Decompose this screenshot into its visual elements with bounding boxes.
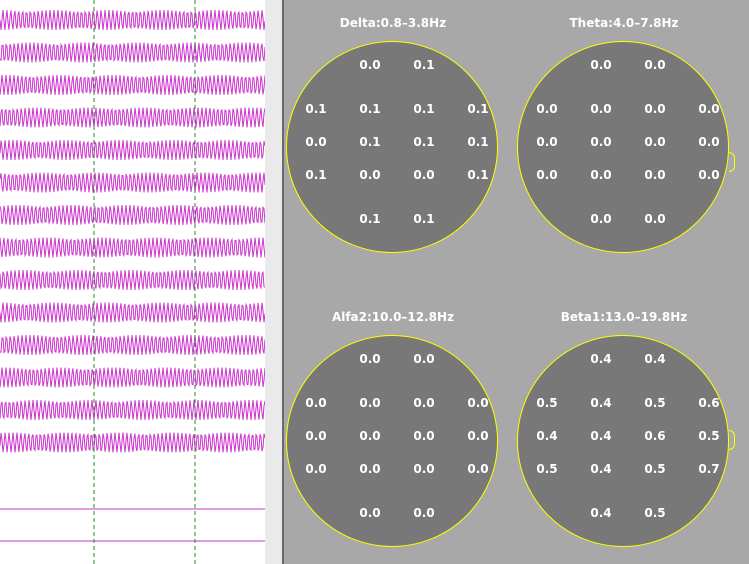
- electrode-value: 0.6: [698, 396, 720, 410]
- eeg-channel-trace: [0, 334, 265, 356]
- head-outline: [517, 335, 729, 547]
- electrode-value: 0.4: [590, 352, 612, 366]
- electrode-value: 0.0: [644, 102, 666, 116]
- eeg-channel-trace: [0, 74, 265, 96]
- eeg-channel-trace: [0, 107, 265, 128]
- electrode-value: 0.4: [644, 352, 666, 366]
- electrode-value: 0.0: [467, 396, 489, 410]
- vertical-scrollbar[interactable]: [265, 0, 282, 564]
- topomap-title: Beta1:13.0–19.8Hz: [560, 310, 688, 324]
- electrode-value: 0.0: [359, 429, 381, 443]
- eeg-channel-trace: [0, 42, 265, 63]
- topomap-title: Alfa2:10.0–12.8Hz: [331, 310, 455, 324]
- electrode-value: 0.1: [413, 58, 435, 72]
- electrode-value: 0.1: [305, 102, 327, 116]
- topomap-title: Delta:0.8–3.8Hz: [339, 16, 447, 30]
- electrode-value: 0.0: [413, 168, 435, 182]
- topomap-title: Theta:4.0–7.8Hz: [569, 16, 679, 30]
- eeg-waveform-canvas: [0, 0, 265, 564]
- electrode-value: 0.1: [467, 135, 489, 149]
- eeg-channel-trace: [0, 269, 265, 291]
- electrode-value: 0.0: [590, 168, 612, 182]
- electrode-value: 0.4: [590, 429, 612, 443]
- electrode-value: 0.5: [536, 396, 558, 410]
- electrode-value: 0.1: [467, 102, 489, 116]
- electrode-value: 0.1: [305, 168, 327, 182]
- electrode-value: 0.1: [467, 168, 489, 182]
- eeg-channel-trace: [0, 172, 265, 193]
- head-outline: [517, 41, 729, 253]
- electrode-value: 0.0: [359, 396, 381, 410]
- electrode-value: 0.1: [359, 102, 381, 116]
- panel-divider: [282, 0, 284, 564]
- electrode-value: 0.0: [305, 396, 327, 410]
- electrode-value: 0.0: [413, 429, 435, 443]
- electrode-value: 0.0: [359, 462, 381, 476]
- electrode-value: 0.0: [413, 352, 435, 366]
- electrode-value: 0.0: [359, 506, 381, 520]
- electrode-value: 0.0: [644, 168, 666, 182]
- electrode-value: 0.0: [536, 168, 558, 182]
- eeg-channel-trace: [0, 9, 265, 31]
- eeg-channel-trace: [0, 237, 265, 258]
- electrode-value: 0.0: [590, 135, 612, 149]
- electrode-value: 0.1: [413, 212, 435, 226]
- electrode-value: 0.5: [644, 396, 666, 410]
- electrode-value: 0.5: [644, 506, 666, 520]
- eeg-channel-trace: [0, 302, 265, 323]
- electrode-value: 0.0: [413, 462, 435, 476]
- electrode-value: 0.0: [305, 462, 327, 476]
- electrode-value: 0.0: [536, 135, 558, 149]
- electrode-value: 0.4: [590, 396, 612, 410]
- electrode-value: 0.7: [698, 462, 720, 476]
- electrode-value: 0.0: [305, 429, 327, 443]
- electrode-value: 0.0: [413, 396, 435, 410]
- ear-icon: [729, 152, 735, 172]
- electrode-value: 0.0: [644, 212, 666, 226]
- electrode-value: 0.0: [698, 135, 720, 149]
- electrode-value: 0.0: [467, 462, 489, 476]
- electrode-value: 0.5: [698, 429, 720, 443]
- electrode-value: 0.1: [413, 135, 435, 149]
- electrode-value: 0.0: [698, 168, 720, 182]
- topomap-delta: Delta:0.8–3.8Hz 0.0 0.1 0.1 0.1 0.1 0.1 0.0 0.1…: [286, 16, 500, 266]
- topography-maps-panel: Delta:0.8–3.8Hz 0.0 0.1 0.1 0.1 0.1 0.1 0.0 0.1…: [284, 0, 749, 564]
- head-outline: [286, 41, 498, 253]
- electrode-value: 0.0: [413, 506, 435, 520]
- electrode-value: 0.5: [536, 462, 558, 476]
- ear-icon: [729, 430, 735, 450]
- electrode-value: 0.0: [467, 429, 489, 443]
- electrode-value: 0.1: [413, 102, 435, 116]
- electrode-value: 0.4: [590, 506, 612, 520]
- eeg-channel-trace: [0, 399, 265, 421]
- electrode-value: 0.1: [359, 212, 381, 226]
- eeg-channel-trace: [0, 204, 265, 226]
- eeg-channel-trace: [0, 367, 265, 388]
- eeg-channel-trace: [0, 139, 265, 161]
- topomap-alfa2: Alfa2:10.0–12.8Hz 0.0 0.0 0.0 0.0 0.0 0.0 0.0 0…: [286, 310, 500, 560]
- electrode-value: 0.0: [644, 58, 666, 72]
- topomap-beta1: Beta1:13.0–19.8Hz 0.4 0.4 0.5 0.4 0.5 0.6 0.4 0…: [517, 310, 735, 560]
- electrode-value: 0.0: [536, 102, 558, 116]
- electrode-value: 0.0: [698, 102, 720, 116]
- electrode-value: 0.0: [305, 135, 327, 149]
- electrode-value: 0.0: [644, 135, 666, 149]
- electrode-value: 0.4: [590, 462, 612, 476]
- electrode-value: 0.5: [644, 462, 666, 476]
- electrode-value: 0.6: [644, 429, 666, 443]
- electrode-value: 0.0: [590, 58, 612, 72]
- head-outline: [286, 335, 498, 547]
- eeg-channel-trace: [0, 432, 265, 453]
- electrode-value: 0.0: [359, 168, 381, 182]
- electrode-value: 0.0: [590, 212, 612, 226]
- electrode-value: 0.1: [359, 135, 381, 149]
- electrode-value: 0.0: [590, 102, 612, 116]
- electrode-value: 0.0: [359, 58, 381, 72]
- eeg-waveform-panel[interactable]: [0, 0, 265, 564]
- electrode-value: 0.4: [536, 429, 558, 443]
- topomap-theta: Theta:4.0–7.8Hz 0.0 0.0 0.0 0.0 0.0 0.0 0.0 0.0…: [517, 16, 735, 266]
- electrode-value: 0.0: [359, 352, 381, 366]
